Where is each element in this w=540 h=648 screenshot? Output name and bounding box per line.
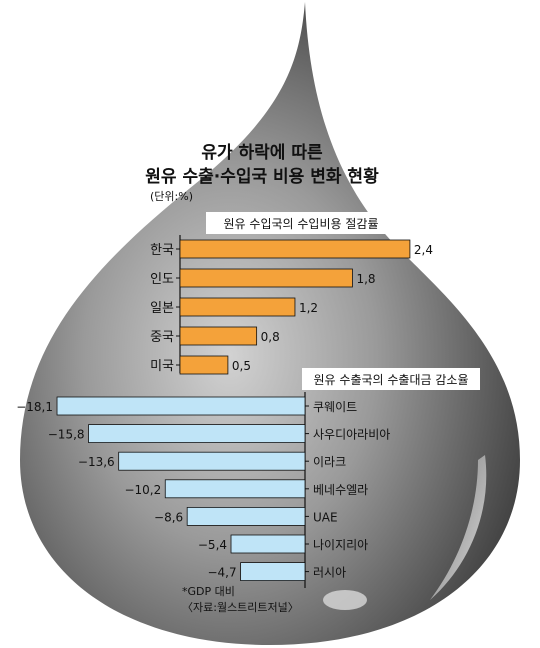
importer-value-label: 1,8 xyxy=(356,272,375,286)
chart-title-line1: 유가 하락에 따른 xyxy=(201,143,323,163)
exporter-category-label: 쿠웨이트 xyxy=(313,400,357,414)
chart-title-line2: 원유 수출·수입국 비용 변화 현황 xyxy=(145,167,379,187)
exporter-bar xyxy=(186,506,306,526)
footnote-source: 〈자료:월스트리트저널〉 xyxy=(182,601,299,614)
importer-label-box xyxy=(206,212,396,234)
exporter-value-label: −18,1 xyxy=(16,400,53,414)
importer-value-label: 0,5 xyxy=(232,359,251,373)
exporter-bar xyxy=(240,562,306,581)
exporter-bar xyxy=(230,534,306,554)
importer-category-label: 미국 xyxy=(150,359,174,374)
importer-value-label: 0,8 xyxy=(261,330,280,344)
exporter-value-label: −13,6 xyxy=(78,455,115,469)
unit-label: (단위:%) xyxy=(150,190,193,203)
droplet-highlight xyxy=(430,455,487,600)
importer-bars: 한국 2,4 인도 1,8 일본 1,2 중국 0,8 미국 0,5 xyxy=(150,239,433,375)
exporter-category-label: 러시아 xyxy=(313,566,346,580)
exporter-category-label: UAE xyxy=(313,510,338,524)
importer-bar xyxy=(179,326,258,346)
footnote-gdp: *GDP 대비 xyxy=(182,585,235,598)
exporter-bar xyxy=(88,424,306,444)
exporter-value-label: −15,8 xyxy=(48,428,85,442)
exporter-bar xyxy=(56,396,306,416)
exporter-label: 원유 수출국의 수출대금 감소율 xyxy=(314,373,469,387)
importer-value-label: 1,2 xyxy=(299,301,318,315)
exporter-value-label: −5,4 xyxy=(198,538,227,552)
importer-bar xyxy=(179,297,296,317)
exporter-category-label: 베네수엘라 xyxy=(313,483,368,497)
importer-bar xyxy=(179,239,411,259)
droplet-highlight-dot xyxy=(323,590,367,610)
importer-label: 원유 수입국의 수입비용 절감률 xyxy=(224,217,379,231)
importer-category-label: 일본 xyxy=(150,301,174,316)
importer-category-label: 한국 xyxy=(150,243,174,258)
exporter-label-box xyxy=(302,368,480,390)
exporter-bar xyxy=(164,479,306,499)
exporter-category-label: 나이지리아 xyxy=(313,538,368,552)
importer-category-label: 인도 xyxy=(150,272,174,287)
exporter-value-label: −10,2 xyxy=(124,483,161,497)
exporter-value-label: −4,7 xyxy=(207,566,236,580)
exporter-category-label: 이라크 xyxy=(313,455,346,469)
importer-category-label: 중국 xyxy=(150,330,174,345)
droplet-shape xyxy=(20,2,520,645)
exporter-value-label: −8,6 xyxy=(154,510,183,524)
importer-bar xyxy=(179,268,353,288)
exporter-bar xyxy=(118,451,306,471)
importer-bar xyxy=(179,355,229,375)
exporter-category-label: 사우디아라비아 xyxy=(313,428,390,442)
importer-value-label: 2,4 xyxy=(414,243,433,257)
exporter-bars: −18,1 쿠웨이트 −15,8 사우디아라비아 −13,6 이라크 −10,2 베네수엘라 −… xyxy=(16,396,390,581)
